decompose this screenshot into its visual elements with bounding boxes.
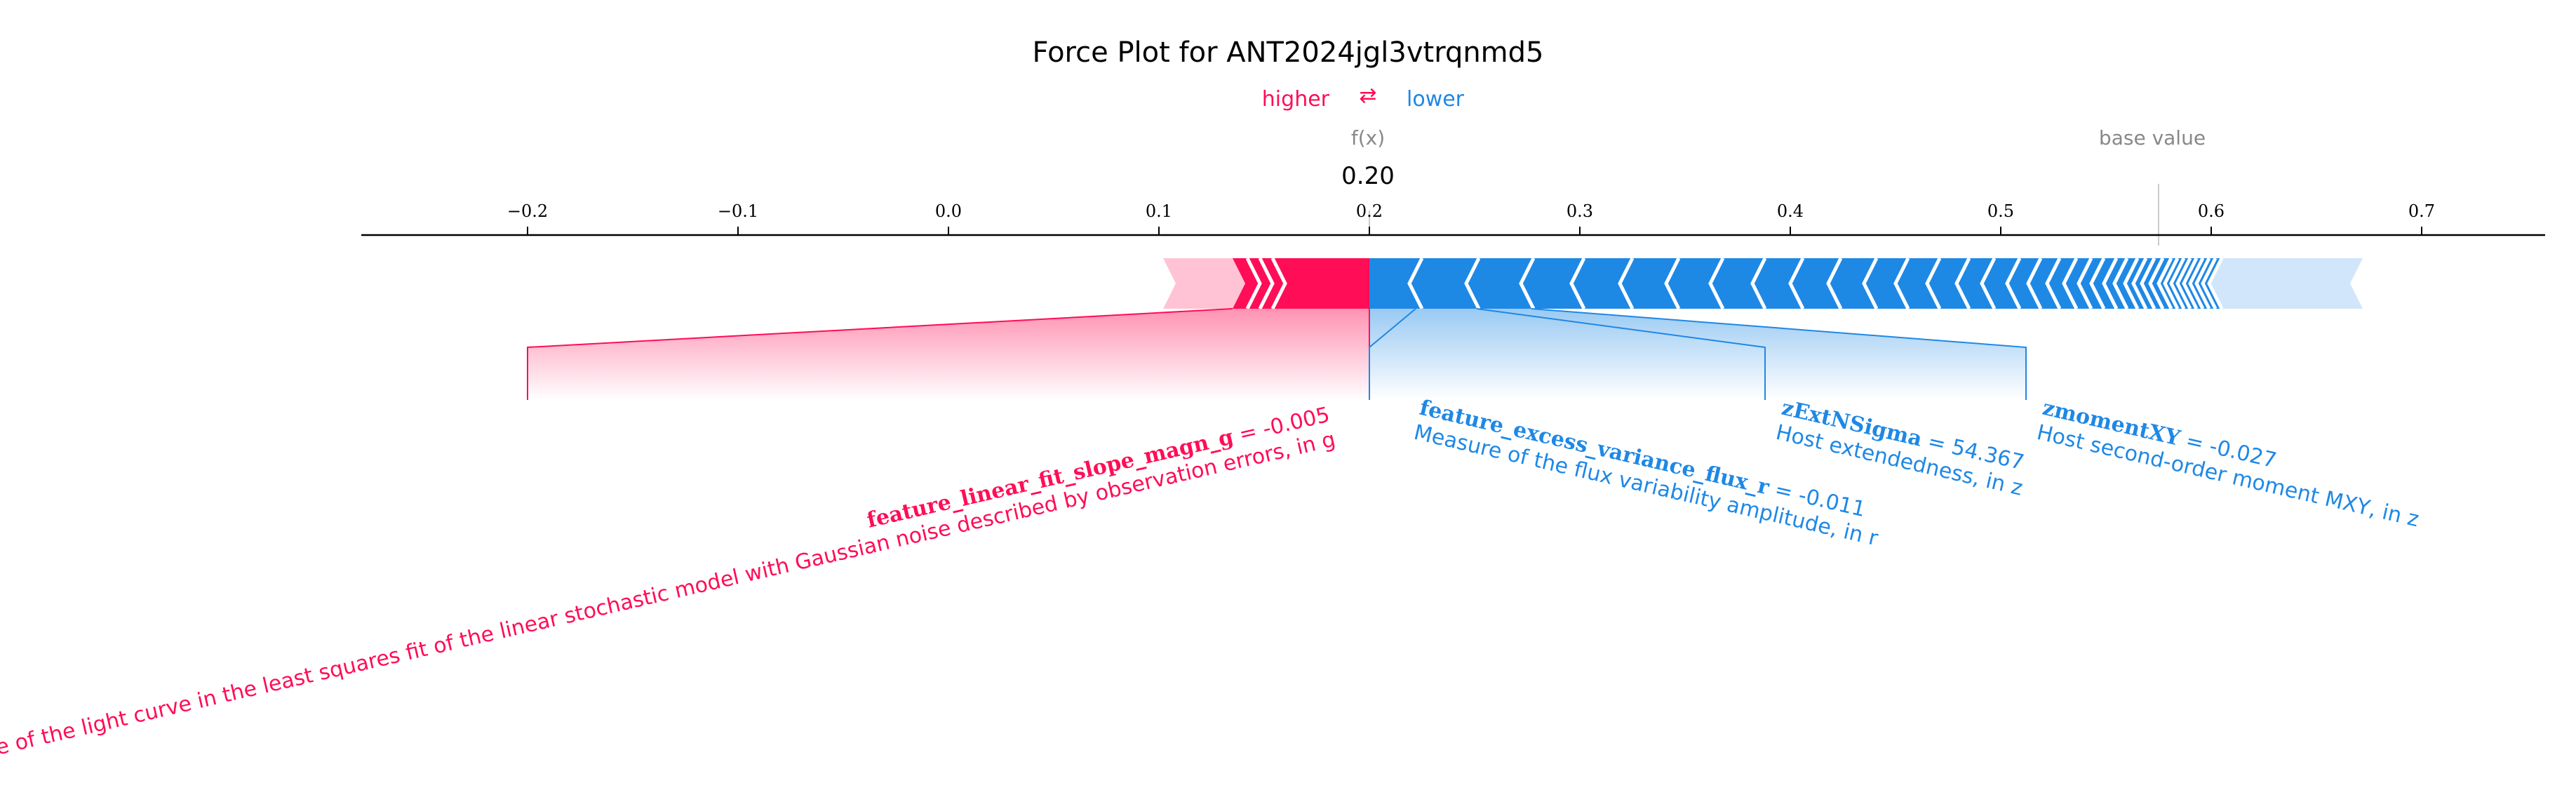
connector-fill (1369, 309, 1416, 400)
legend: higher ⇄ lower (1262, 83, 1465, 112)
negative-bar-chevron (2182, 257, 2199, 310)
x-tick-label: 0.4 (1777, 201, 1804, 221)
legend-arrow-icon: ⇄ (1359, 83, 1376, 108)
negative-bar-chevron (1826, 257, 1843, 310)
negative-bar-chevron (2194, 257, 2211, 310)
positive-bar-chevron (1270, 257, 1287, 310)
negative-bar-chevron (2112, 257, 2129, 310)
feature-connectors (527, 308, 2027, 400)
negative-bar-chevron (1407, 257, 1424, 310)
negative-bar-chevron (2102, 257, 2119, 310)
negative-bar-chevron (2148, 257, 2165, 310)
negative-bar-chevron (2188, 257, 2205, 310)
positive-bar-chevron (1245, 257, 1262, 310)
negative-bar-chevron (1893, 257, 1910, 310)
negative-bar-chevron (2005, 257, 2022, 310)
negative-bar-chevron (1980, 257, 1997, 310)
negative-bar-chevron (2077, 257, 2093, 310)
connector-fill (528, 309, 1369, 400)
positive-bar-tail (1163, 258, 1245, 309)
fx-label: f(x) (1351, 126, 1385, 149)
negative-bar-chevron (1708, 257, 1725, 310)
x-tick-label: 0.1 (1146, 201, 1172, 221)
connector-line (527, 308, 1233, 400)
connector-line (1531, 308, 2027, 400)
negative-bar-chevron (2062, 257, 2079, 310)
negative-bar-chevron (2207, 257, 2224, 310)
x-tick-label: 0.3 (1567, 201, 1593, 221)
base-value-label: base value (2099, 126, 2206, 149)
negative-bar-chevron (2140, 257, 2156, 310)
positive-bar-chevron (1258, 257, 1275, 310)
negative-bar-chevron (2156, 257, 2173, 310)
negative-bar-chevron (2089, 257, 2106, 310)
negative-bar-chevron (2045, 257, 2062, 310)
legend-higher: higher (1262, 87, 1330, 112)
negative-bar-chevron (1954, 257, 1971, 310)
negative-bar-chevron (1519, 257, 1536, 310)
x-tick-label: −0.2 (507, 201, 548, 221)
negative-bar-chevron (2026, 257, 2043, 310)
x-axis: −0.2 −0.1 0.0 0.1 0.2 0.3 0.4 0.5 0.6 0.7 (361, 201, 2545, 236)
negative-bar-chevron (1569, 257, 1586, 310)
positive-bar (1233, 258, 1369, 309)
x-tick-label: 0.5 (1987, 201, 2014, 221)
chart-title: Force Plot for ANT2024jgl3vtrqnmd5 (1033, 36, 1544, 69)
x-tick-label: 0.7 (2408, 201, 2435, 221)
negative-bar-chevron (1788, 257, 1805, 310)
negative-bar-chevron (2201, 257, 2218, 310)
negative-bar-chevron (2175, 257, 2192, 310)
negative-bar-chevron (2169, 257, 2186, 310)
negative-bar-chevron (1862, 257, 1879, 310)
x-tick-label: −0.1 (718, 201, 758, 221)
negative-bar-chevron (1464, 257, 1481, 310)
negative-bar-chevron (2131, 257, 2148, 310)
feature-labels: feature_linear_fit_slope_magn_g = -0.005… (0, 396, 2421, 781)
x-tick-label: 0.0 (935, 201, 962, 221)
fx-value: 0.20 (1341, 162, 1395, 190)
x-tick-label: 0.6 (2198, 201, 2225, 221)
feature-description: The slope of the light curve in the leas… (0, 427, 1338, 780)
negative-bar-tail (2209, 258, 2363, 309)
negative-bar-chevron (2163, 257, 2180, 310)
force-bars (1163, 257, 2363, 310)
negative-bar-chevron (1618, 257, 1635, 310)
negative-bar-chevron (1664, 257, 1681, 310)
negative-bar-chevron (2123, 257, 2140, 310)
legend-lower: lower (1407, 87, 1465, 112)
connector-fill (1477, 309, 2026, 400)
negative-bar-chevron (1750, 257, 1767, 310)
x-tick-label: 0.2 (1356, 201, 1383, 221)
negative-bar (1369, 258, 2222, 309)
connector-fill (1369, 309, 1765, 400)
negative-bar-chevron (1925, 257, 1942, 310)
feature-label-feature_linear_fit_slope_magn_g: feature_linear_fit_slope_magn_g = -0.005… (0, 403, 1338, 781)
